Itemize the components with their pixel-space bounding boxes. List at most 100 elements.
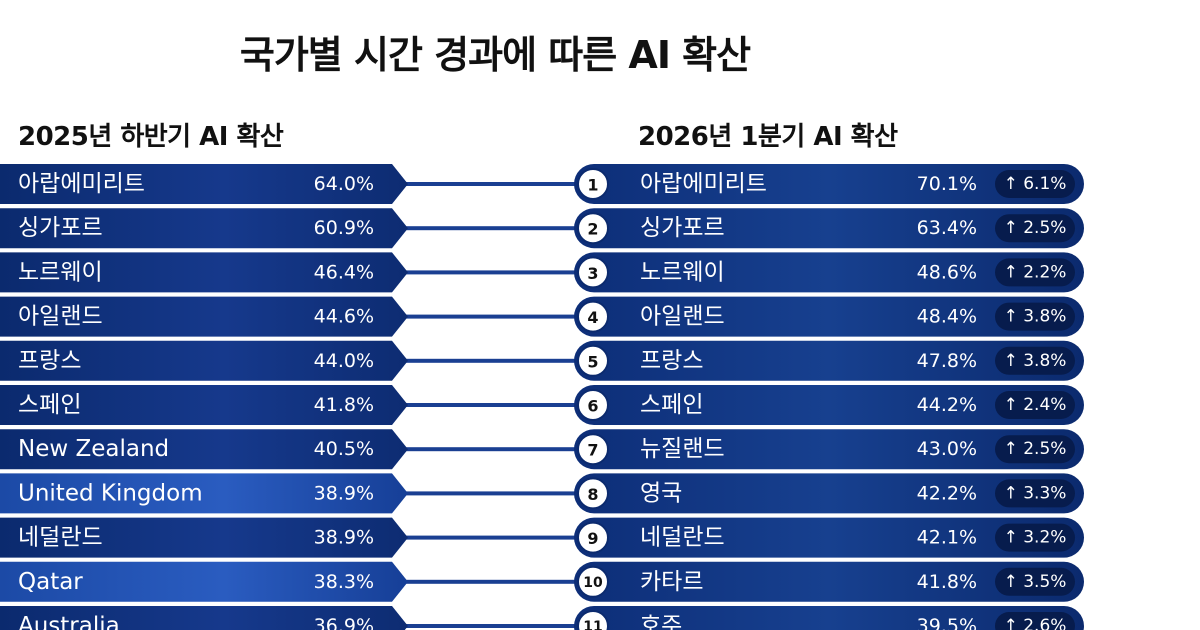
left-bar xyxy=(0,296,408,337)
right-bar xyxy=(574,164,1084,204)
connector-line xyxy=(405,491,590,496)
change-badge xyxy=(995,258,1075,287)
change-badge xyxy=(995,612,1075,630)
connector-line xyxy=(405,314,590,319)
right-value-label: 43.0% xyxy=(917,438,977,460)
connector-line xyxy=(405,403,590,407)
left-bar xyxy=(0,606,408,630)
change-badge xyxy=(995,435,1075,464)
left-country-label: United Kingdom xyxy=(18,480,203,506)
rank-circle xyxy=(577,168,609,200)
left-value-label: 44.0% xyxy=(314,350,374,372)
left-country-label: 네덜란드 xyxy=(18,525,103,551)
right-value-label: 39.5% xyxy=(917,615,977,630)
right-bar xyxy=(574,606,1084,630)
left-country-label: 아랍에미리트 xyxy=(18,171,145,197)
connector-line xyxy=(405,226,590,231)
left-country-label: 노르웨이 xyxy=(18,259,103,285)
right-bar xyxy=(574,473,1084,514)
left-country-label: 프랑스 xyxy=(18,348,81,374)
right-country-label: 노르웨이 xyxy=(640,259,725,285)
right-bar xyxy=(574,208,1084,249)
left-bar xyxy=(0,473,408,514)
right-value-label: 47.8% xyxy=(917,350,977,372)
right-bar xyxy=(574,385,1084,425)
change-badge xyxy=(995,567,1075,596)
left-value-label: 36.9% xyxy=(314,615,374,630)
connector-line xyxy=(405,270,590,275)
rank-circle xyxy=(577,433,609,466)
left-country-label: 아일랜드 xyxy=(18,304,103,330)
change-label: ↑ 3.8% xyxy=(1004,351,1067,371)
change-label: ↑ 3.5% xyxy=(1004,572,1067,592)
rank-circle xyxy=(577,256,609,289)
left-bar xyxy=(0,561,408,602)
right-country-label: 아일랜드 xyxy=(640,304,725,330)
right-country-label: 싱가포르 xyxy=(640,215,725,241)
change-badge xyxy=(995,346,1075,375)
change-badge xyxy=(995,170,1075,198)
rank-number: 7 xyxy=(587,441,598,460)
right-value-label: 63.4% xyxy=(917,217,977,239)
right-bar xyxy=(574,296,1084,337)
left-country-label: New Zealand xyxy=(18,436,169,462)
left-value-label: 38.9% xyxy=(314,527,374,549)
change-label: ↑ 2.5% xyxy=(1004,439,1067,459)
rank-number: 9 xyxy=(587,529,598,548)
rank-number: 6 xyxy=(587,397,598,416)
rank-number: 3 xyxy=(587,264,598,283)
right-panel-title: 2026년 1분기 AI 확산 xyxy=(638,122,898,152)
right-value-label: 48.4% xyxy=(917,306,977,328)
rank-number: 1 xyxy=(587,176,598,195)
left-value-label: 46.4% xyxy=(314,261,374,283)
left-country-label: Qatar xyxy=(18,569,83,595)
change-label: ↑ 2.5% xyxy=(1004,218,1067,238)
left-value-label: 60.9% xyxy=(314,217,374,239)
chart-title: 국가별 시간 경과에 따른 AI 확산 xyxy=(239,33,751,77)
connector-line xyxy=(405,579,590,584)
connector-line xyxy=(405,624,590,628)
change-label: ↑ 6.1% xyxy=(1004,174,1067,194)
right-country-label: 호주 xyxy=(640,613,682,630)
right-value-label: 41.8% xyxy=(917,571,977,593)
rank-circle xyxy=(577,212,609,245)
right-value-label: 42.1% xyxy=(917,527,977,549)
right-bar xyxy=(574,429,1084,470)
rank-circle xyxy=(577,477,609,510)
left-value-label: 38.3% xyxy=(314,571,374,593)
rank-circle xyxy=(577,565,609,598)
change-badge xyxy=(995,479,1075,508)
right-value-label: 48.6% xyxy=(917,261,977,283)
change-label: ↑ 2.2% xyxy=(1004,262,1067,282)
rank-circle xyxy=(577,610,609,630)
connector-line xyxy=(405,535,590,540)
change-badge xyxy=(995,302,1075,331)
connector-line xyxy=(405,182,590,186)
right-value-label: 44.2% xyxy=(917,394,977,416)
left-panel-title: 2025년 하반기 AI 확산 xyxy=(18,122,284,152)
left-value-label: 44.6% xyxy=(314,306,374,328)
left-country-label: 싱가포르 xyxy=(18,215,103,241)
rank-circle xyxy=(577,521,609,554)
left-bar xyxy=(0,164,408,204)
right-country-label: 영국 xyxy=(640,480,682,506)
left-bar xyxy=(0,252,408,293)
right-country-label: 네덜란드 xyxy=(640,525,725,551)
rank-number: 11 xyxy=(583,619,602,630)
right-country-label: 뉴질랜드 xyxy=(640,436,725,462)
left-bar xyxy=(0,208,408,249)
left-value-label: 40.5% xyxy=(314,438,374,460)
right-bar xyxy=(574,252,1084,293)
right-country-label: 프랑스 xyxy=(640,348,703,374)
connector-line xyxy=(405,447,590,452)
right-value-label: 70.1% xyxy=(917,173,977,195)
left-value-label: 41.8% xyxy=(314,394,374,416)
change-label: ↑ 2.6% xyxy=(1004,616,1067,630)
left-bar xyxy=(0,517,408,558)
left-value-label: 38.9% xyxy=(314,482,374,504)
change-label: ↑ 3.3% xyxy=(1004,483,1067,503)
change-label: ↑ 3.2% xyxy=(1004,528,1067,548)
right-country-label: 스페인 xyxy=(640,392,703,418)
right-country-label: 아랍에미리트 xyxy=(640,171,767,197)
